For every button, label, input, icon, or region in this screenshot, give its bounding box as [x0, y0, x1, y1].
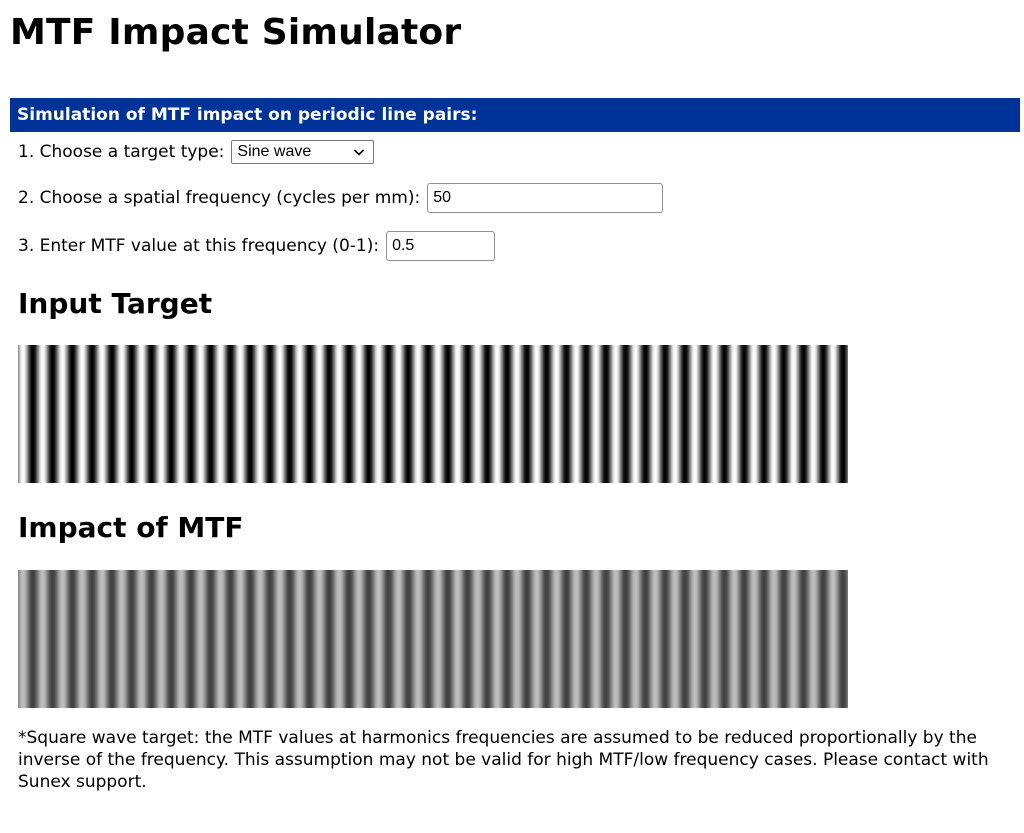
impact-pattern — [18, 570, 848, 708]
input-target-bars — [18, 345, 848, 483]
simulation-header: Simulation of MTF impact on periodic lin… — [10, 98, 1020, 132]
impact-bars — [18, 570, 848, 708]
target-type-select[interactable]: Sine wave — [231, 140, 375, 164]
spatial-frequency-label: 2. Choose a spatial frequency (cycles pe… — [18, 188, 421, 208]
footnote: *Square wave target: the MTF values at h… — [18, 728, 989, 792]
input-target-svg — [18, 345, 848, 483]
step-mtf-value: 3. Enter MTF value at this frequency (0-… — [18, 231, 496, 261]
target-type-label: 1. Choose a target type: — [18, 142, 225, 162]
input-target-pattern — [18, 345, 848, 483]
impact-svg — [18, 570, 848, 708]
spatial-frequency-input[interactable]: 50 — [427, 183, 664, 213]
chevron-down-icon — [354, 149, 365, 156]
page-title: MTF Impact Simulator — [10, 12, 462, 53]
step-spatial-frequency: 2. Choose a spatial frequency (cycles pe… — [18, 183, 664, 213]
step-target-type: 1. Choose a target type: Sine wave — [18, 140, 375, 164]
impact-heading: Impact of MTF — [18, 511, 244, 544]
target-type-value: Sine wave — [237, 143, 312, 160]
mtf-value-label: 3. Enter MTF value at this frequency (0-… — [18, 236, 380, 256]
mtf-value-input[interactable]: 0.5 — [386, 231, 496, 261]
input-target-heading: Input Target — [18, 287, 213, 320]
